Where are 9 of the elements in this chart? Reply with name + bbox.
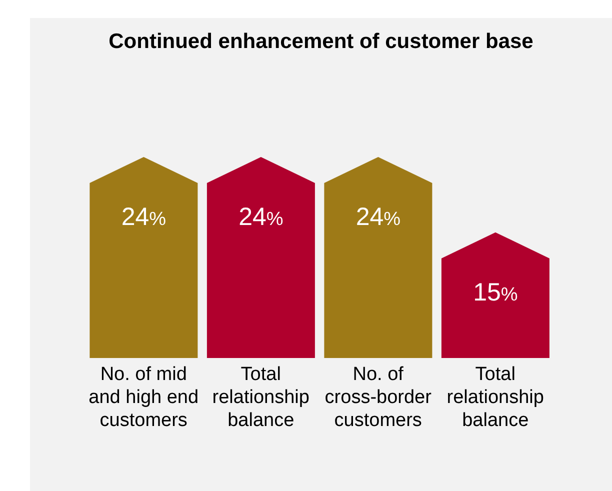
data-label: 24%: [238, 203, 284, 231]
chart-title: Continued enhancement of customer base: [108, 30, 534, 54]
x-tick-label: No. of mid and high end customers: [88, 364, 199, 431]
x-tick-label: No. of cross-border customers: [324, 364, 432, 431]
x-tick-label: Total relationship balance: [212, 364, 310, 431]
data-label: 24%: [121, 203, 166, 231]
data-label: 24%: [356, 203, 401, 231]
x-tick-label: Total relationship balance: [446, 364, 544, 431]
data-label: 15%: [473, 278, 518, 306]
